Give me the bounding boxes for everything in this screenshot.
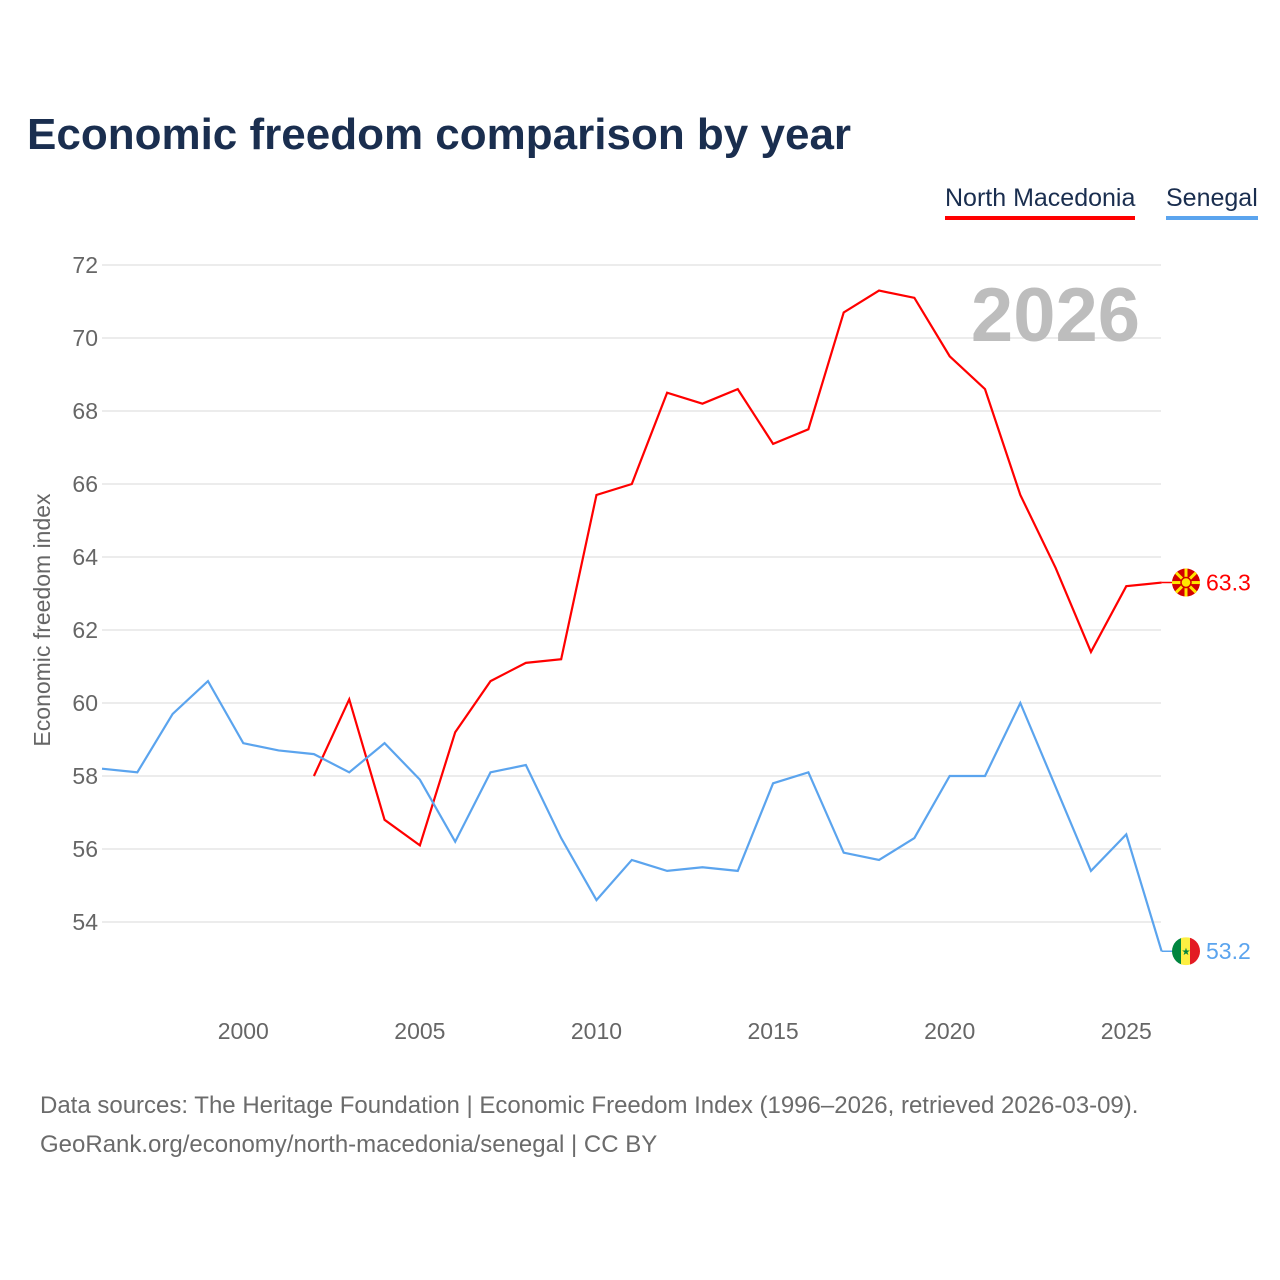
y-axis-label: Economic freedom index [29,493,55,747]
y-tick-label: 60 [72,690,98,716]
series-line-north-macedonia[interactable] [312,289,1162,848]
y-tick-label: 62 [72,617,98,643]
legend-north-macedonia[interactable]: North Macedonia [945,184,1136,220]
x-tick-label: 2015 [747,1018,798,1044]
year-watermark: 2026 [971,273,1140,358]
x-tick-label: 2010 [571,1018,622,1044]
legend-senegal[interactable]: Senegal [1166,184,1258,220]
series-line-senegal[interactable] [101,679,1163,952]
end-value-label: 63.3 [1206,570,1251,596]
chart-title: Economic freedom comparison by year [27,110,852,159]
y-tick-label: 56 [72,836,98,862]
x-tick-label: 2005 [394,1018,445,1044]
footer: Data sources: The Heritage Foundation | … [40,1086,1138,1164]
y-tick-label: 58 [72,763,98,789]
svg-text:★: ★ [1182,947,1191,958]
y-tick-label: 54 [72,909,98,935]
x-tick-label: 2020 [924,1018,975,1044]
y-tick-label: 64 [72,544,98,570]
y-tick-label: 70 [72,325,98,351]
end-value-label: 53.2 [1206,938,1251,964]
y-tick-label: 68 [72,398,98,424]
y-tick-label: 72 [72,252,98,278]
north-macedonia-flag-icon [1172,568,1200,597]
footer-attribution: GeoRank.org/economy/north-macedonia/sene… [40,1131,658,1158]
y-tick-label: 66 [72,471,98,497]
footer-sources: Data sources: The Heritage Foundation | … [40,1092,1139,1119]
x-tick-label: 2000 [218,1018,269,1044]
x-tick-label: 2025 [1101,1018,1152,1044]
senegal-flag-icon: ★ [1172,937,1200,966]
